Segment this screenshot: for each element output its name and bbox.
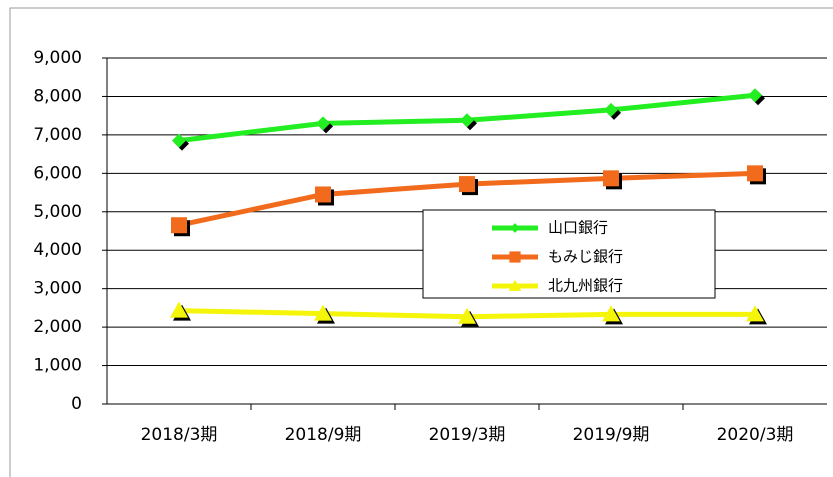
y-tick-label: 9,000	[33, 48, 82, 68]
data-point	[746, 305, 764, 322]
data-point	[458, 307, 476, 324]
data-point	[316, 116, 330, 131]
legend-marker	[509, 251, 521, 263]
data-point	[747, 165, 763, 182]
legend-marker	[510, 223, 520, 233]
data-point	[602, 305, 620, 322]
data-point	[460, 113, 474, 128]
x-tick-label: 2020/3期	[717, 425, 794, 445]
x-tick-label: 2018/9期	[285, 425, 362, 445]
legend-label: 北九州銀行	[548, 277, 623, 295]
legend-marker	[508, 279, 522, 291]
y-tick-label: 2,000	[33, 317, 82, 337]
x-tick-label: 2018/3期	[141, 425, 218, 445]
y-tick-label: 4,000	[33, 240, 82, 260]
y-tick-label: 7,000	[33, 125, 82, 145]
data-point	[314, 304, 332, 321]
x-tick-label: 2019/3期	[429, 425, 506, 445]
data-point	[604, 102, 618, 117]
data-point	[748, 88, 762, 103]
data-point	[459, 176, 475, 193]
y-tick-label: 5,000	[33, 202, 82, 222]
legend-label: もみじ銀行	[548, 248, 623, 266]
data-point	[603, 170, 619, 187]
legend-box	[422, 209, 716, 299]
data-point	[315, 186, 331, 203]
x-tick-label: 2019/9期	[573, 425, 650, 445]
data-point	[170, 301, 188, 318]
legend-label: 山口銀行	[548, 219, 608, 237]
y-tick-label: 6,000	[33, 163, 82, 183]
y-tick-label: 8,000	[33, 86, 82, 106]
y-tick-label: 1,000	[33, 356, 82, 376]
data-point	[172, 133, 186, 148]
y-tick-label: 3,000	[33, 279, 82, 299]
y-tick-label: 0	[71, 394, 82, 414]
data-point	[171, 217, 187, 234]
